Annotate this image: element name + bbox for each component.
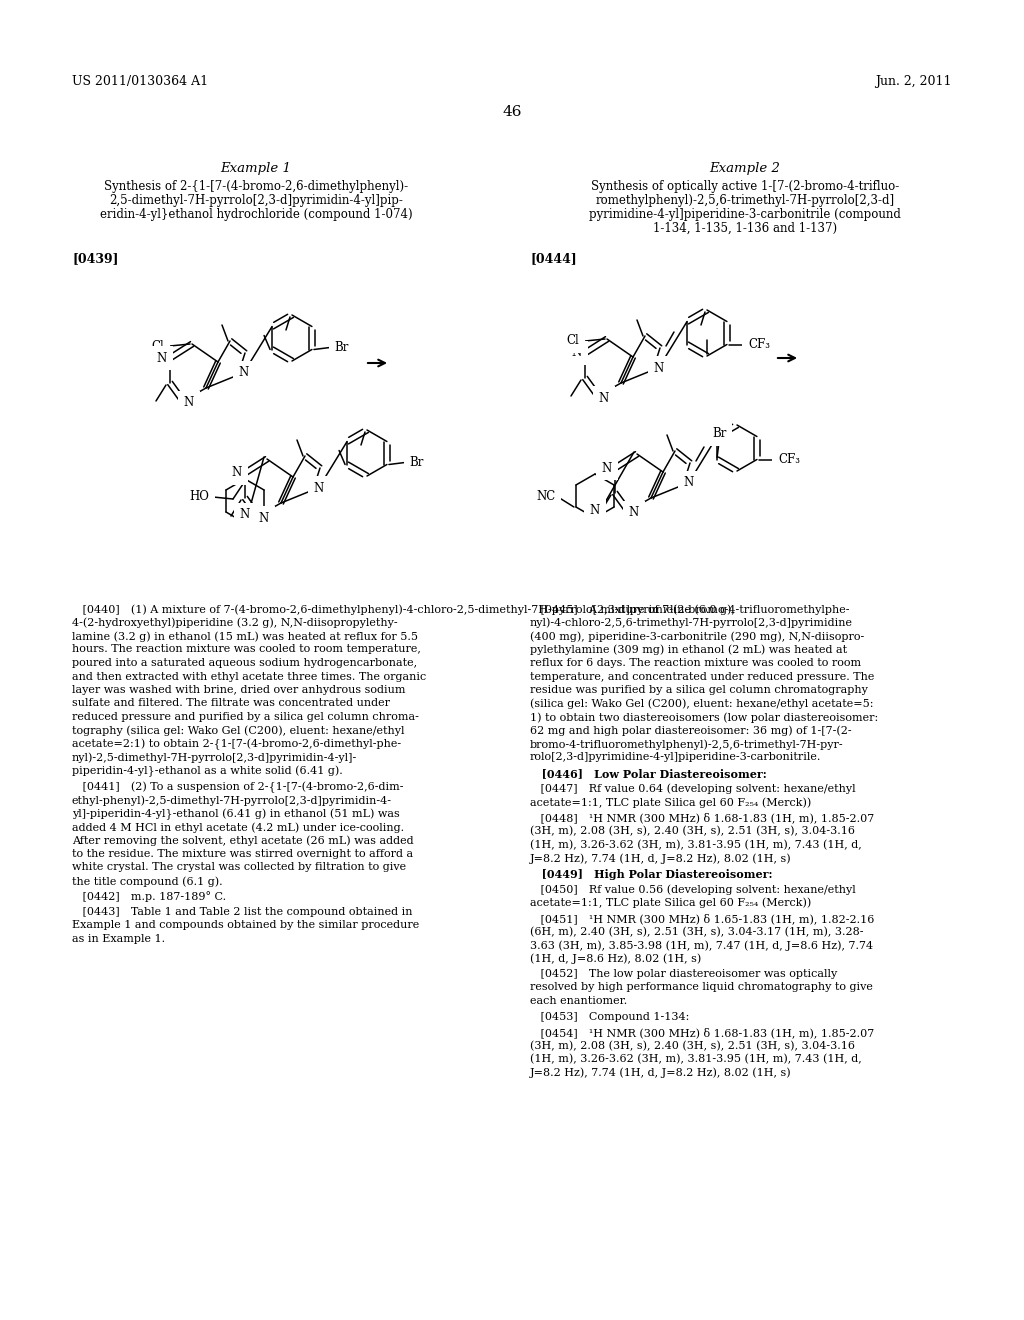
- Text: as in Example 1.: as in Example 1.: [72, 935, 165, 944]
- Text: residue was purified by a silica gel column chromatography: residue was purified by a silica gel col…: [530, 685, 868, 696]
- Text: to the residue. The mixture was stirred overnight to afford a: to the residue. The mixture was stirred …: [72, 849, 413, 859]
- Text: (400 mg), piperidine-3-carbonitrile (290 mg), N,N-diisopro-: (400 mg), piperidine-3-carbonitrile (290…: [530, 631, 864, 642]
- Text: acetate=1:1, TLC plate Silica gel 60 F₂₅₄ (Merck)): acetate=1:1, TLC plate Silica gel 60 F₂₅…: [530, 898, 811, 908]
- Text: [0449] High Polar Diastereoisomer:: [0449] High Polar Diastereoisomer:: [530, 869, 772, 879]
- Text: [0451] ¹H NMR (300 MHz) δ 1.65-1.83 (1H, m), 1.82-2.16: [0451] ¹H NMR (300 MHz) δ 1.65-1.83 (1H,…: [530, 913, 874, 924]
- Text: Synthesis of 2-{1-[7-(4-bromo-2,6-dimethylphenyl)-: Synthesis of 2-{1-[7-(4-bromo-2,6-dimeth…: [104, 180, 408, 193]
- Text: white crystal. The crystal was collected by filtration to give: white crystal. The crystal was collected…: [72, 862, 407, 873]
- Text: (3H, m), 2.08 (3H, s), 2.40 (3H, s), 2.51 (3H, s), 3.04-3.16: (3H, m), 2.08 (3H, s), 2.40 (3H, s), 2.5…: [530, 1040, 855, 1051]
- Text: acetate=2:1) to obtain 2-{1-[7-(4-bromo-2,6-dimethyl-phe-: acetate=2:1) to obtain 2-{1-[7-(4-bromo-…: [72, 739, 401, 750]
- Text: tography (silica gel: Wako Gel (C200), eluent: hexane/ethyl: tography (silica gel: Wako Gel (C200), e…: [72, 726, 404, 737]
- Text: hours. The reaction mixture was cooled to room temperature,: hours. The reaction mixture was cooled t…: [72, 644, 421, 655]
- Text: N: N: [602, 462, 612, 474]
- Text: CF₃: CF₃: [778, 453, 800, 466]
- Text: (1H, m), 3.26-3.62 (3H, m), 3.81-3.95 (1H, m), 7.43 (1H, d,: (1H, m), 3.26-3.62 (3H, m), 3.81-3.95 (1…: [530, 840, 862, 850]
- Text: reflux for 6 days. The reaction mixture was cooled to room: reflux for 6 days. The reaction mixture …: [530, 657, 861, 668]
- Text: piperidin-4-yl}-ethanol as a white solid (6.41 g).: piperidin-4-yl}-ethanol as a white solid…: [72, 766, 343, 777]
- Text: romethylphenyl)-2,5,6-trimethyl-7H-pyrrolo[2,3-d]: romethylphenyl)-2,5,6-trimethyl-7H-pyrro…: [595, 194, 895, 207]
- Text: N: N: [590, 503, 600, 516]
- Text: N: N: [231, 466, 242, 479]
- Text: NC: NC: [537, 491, 556, 503]
- Text: N: N: [314, 482, 325, 495]
- Text: 1-134, 1-135, 1-136 and 1-137): 1-134, 1-135, 1-136 and 1-137): [653, 222, 837, 235]
- Text: N: N: [259, 511, 269, 524]
- Text: Example 1 and compounds obtained by the similar procedure: Example 1 and compounds obtained by the …: [72, 920, 419, 931]
- Text: 3.63 (3H, m), 3.85-3.98 (1H, m), 7.47 (1H, d, J=8.6 Hz), 7.74: 3.63 (3H, m), 3.85-3.98 (1H, m), 7.47 (1…: [530, 940, 873, 950]
- Text: 2,5-dimethyl-7H-pyrrolo[2,3-d]pyrimidin-4-yl]pip-: 2,5-dimethyl-7H-pyrrolo[2,3-d]pyrimidin-…: [110, 194, 402, 207]
- Text: N: N: [599, 392, 609, 404]
- Text: poured into a saturated aqueous sodium hydrogencarbonate,: poured into a saturated aqueous sodium h…: [72, 657, 417, 668]
- Text: N: N: [571, 346, 582, 359]
- Text: [0440] (1) A mixture of 7-(4-bromo-2,6-dimethylphenyl)-4-chloro-2,5-dimethyl-7H-: [0440] (1) A mixture of 7-(4-bromo-2,6-d…: [72, 605, 735, 615]
- Text: Br: Br: [410, 455, 424, 469]
- Text: layer was washed with brine, dried over anhydrous sodium: layer was washed with brine, dried over …: [72, 685, 406, 696]
- Text: N: N: [184, 396, 195, 409]
- Text: Example 1: Example 1: [220, 162, 292, 176]
- Text: J=8.2 Hz), 7.74 (1H, d, J=8.2 Hz), 8.02 (1H, s): J=8.2 Hz), 7.74 (1H, d, J=8.2 Hz), 8.02 …: [530, 853, 792, 863]
- Text: [0444]: [0444]: [530, 252, 577, 265]
- Text: [0454] ¹H NMR (300 MHz) δ 1.68-1.83 (1H, m), 1.85-2.07: [0454] ¹H NMR (300 MHz) δ 1.68-1.83 (1H,…: [530, 1027, 874, 1038]
- Text: pyrimidine-4-yl]piperidine-3-carbonitrile (compound: pyrimidine-4-yl]piperidine-3-carbonitril…: [589, 209, 901, 220]
- Text: Jun. 2, 2011: Jun. 2, 2011: [876, 75, 952, 88]
- Text: (1H, m), 3.26-3.62 (3H, m), 3.81-3.95 (1H, m), 7.43 (1H, d,: (1H, m), 3.26-3.62 (3H, m), 3.81-3.95 (1…: [530, 1053, 862, 1064]
- Text: Cl: Cl: [152, 339, 165, 352]
- Text: (3H, m), 2.08 (3H, s), 2.40 (3H, s), 2.51 (3H, s), 3.04-3.16: (3H, m), 2.08 (3H, s), 2.40 (3H, s), 2.5…: [530, 826, 855, 837]
- Text: sulfate and filtered. The filtrate was concentrated under: sulfate and filtered. The filtrate was c…: [72, 698, 390, 709]
- Text: temperature, and concentrated under reduced pressure. The: temperature, and concentrated under redu…: [530, 672, 874, 681]
- Text: (6H, m), 2.40 (3H, s), 2.51 (3H, s), 3.04-3.17 (1H, m), 3.28-: (6H, m), 2.40 (3H, s), 2.51 (3H, s), 3.0…: [530, 927, 863, 937]
- Text: rolo[2,3-d]pyrimidine-4-yl]piperidine-3-carbonitrile.: rolo[2,3-d]pyrimidine-4-yl]piperidine-3-…: [530, 752, 821, 763]
- Text: 1) to obtain two diastereoisomers (low polar diastereoisomer:: 1) to obtain two diastereoisomers (low p…: [530, 711, 879, 722]
- Text: Br: Br: [335, 341, 349, 354]
- Text: [0450] Rf value 0.56 (developing solvent: hexane/ethyl: [0450] Rf value 0.56 (developing solvent…: [530, 884, 856, 895]
- Text: each enantiomer.: each enantiomer.: [530, 997, 628, 1006]
- Text: 4-(2-hydroxyethyl)piperidine (3.2 g), N,N-diisopropylethy-: 4-(2-hydroxyethyl)piperidine (3.2 g), N,…: [72, 618, 397, 628]
- Text: After removing the solvent, ethyl acetate (26 mL) was added: After removing the solvent, ethyl acetat…: [72, 836, 414, 846]
- Text: 62 mg and high polar diastereoisomer: 36 mg) of 1-[7-(2-: 62 mg and high polar diastereoisomer: 36…: [530, 726, 852, 737]
- Text: Cl: Cl: [566, 334, 580, 347]
- Text: (1H, d, J=8.6 Hz), 8.02 (1H, s): (1H, d, J=8.6 Hz), 8.02 (1H, s): [530, 953, 701, 964]
- Text: the title compound (6.1 g).: the title compound (6.1 g).: [72, 876, 222, 887]
- Text: acetate=1:1, TLC plate Silica gel 60 F₂₅₄ (Merck)): acetate=1:1, TLC plate Silica gel 60 F₂₅…: [530, 797, 811, 808]
- Text: [0452] The low polar diastereoisomer was optically: [0452] The low polar diastereoisomer was…: [530, 969, 838, 979]
- Text: [0441] (2) To a suspension of 2-{1-[7-(4-bromo-2,6-dim-: [0441] (2) To a suspension of 2-{1-[7-(4…: [72, 781, 403, 793]
- Text: HO: HO: [189, 491, 209, 503]
- Text: N: N: [240, 508, 250, 521]
- Text: Synthesis of optically active 1-[7-(2-bromo-4-trifluo-: Synthesis of optically active 1-[7-(2-br…: [591, 180, 899, 193]
- Text: [0442] m.p. 187-189° C.: [0442] m.p. 187-189° C.: [72, 891, 226, 903]
- Text: bromo-4-trifluoromethylphenyl)-2,5,6-trimethyl-7H-pyr-: bromo-4-trifluoromethylphenyl)-2,5,6-tri…: [530, 739, 844, 750]
- Text: lamine (3.2 g) in ethanol (15 mL) was heated at reflux for 5.5: lamine (3.2 g) in ethanol (15 mL) was he…: [72, 631, 418, 642]
- Text: eridin-4-yl}ethanol hydrochloride (compound 1-074): eridin-4-yl}ethanol hydrochloride (compo…: [99, 209, 413, 220]
- Text: N: N: [157, 351, 167, 364]
- Text: yl]-piperidin-4-yl}-ethanol (6.41 g) in ethanol (51 mL) was: yl]-piperidin-4-yl}-ethanol (6.41 g) in …: [72, 808, 399, 820]
- Text: Example 2: Example 2: [710, 162, 780, 176]
- Text: pylethylamine (309 mg) in ethanol (2 mL) was heated at: pylethylamine (309 mg) in ethanol (2 mL)…: [530, 644, 847, 655]
- Text: [0448] ¹H NMR (300 MHz) δ 1.68-1.83 (1H, m), 1.85-2.07: [0448] ¹H NMR (300 MHz) δ 1.68-1.83 (1H,…: [530, 813, 874, 824]
- Text: [0453] Compound 1-134:: [0453] Compound 1-134:: [530, 1011, 689, 1022]
- Text: added 4 M HCl in ethyl acetate (4.2 mL) under ice-cooling.: added 4 M HCl in ethyl acetate (4.2 mL) …: [72, 822, 404, 833]
- Text: and then extracted with ethyl acetate three times. The organic: and then extracted with ethyl acetate th…: [72, 672, 426, 681]
- Text: N: N: [654, 362, 665, 375]
- Text: resolved by high performance liquid chromatography to give: resolved by high performance liquid chro…: [530, 982, 872, 993]
- Text: (silica gel: Wako Gel (C200), eluent: hexane/ethyl acetate=5:: (silica gel: Wako Gel (C200), eluent: he…: [530, 698, 873, 709]
- Text: [0439]: [0439]: [72, 252, 119, 265]
- Text: ethyl-phenyl)-2,5-dimethyl-7H-pyrrolo[2,3-d]pyrimidin-4-: ethyl-phenyl)-2,5-dimethyl-7H-pyrrolo[2,…: [72, 795, 392, 805]
- Text: nyl)-2,5-dimethyl-7H-pyrrolo[2,3-d]pyrimidin-4-yl]-: nyl)-2,5-dimethyl-7H-pyrrolo[2,3-d]pyrim…: [72, 752, 357, 763]
- Text: 46: 46: [502, 106, 522, 119]
- Text: [0447] Rf value 0.64 (developing solvent: hexane/ethyl: [0447] Rf value 0.64 (developing solvent…: [530, 784, 856, 795]
- Text: N: N: [684, 477, 694, 490]
- Text: N: N: [629, 507, 639, 520]
- Text: nyl)-4-chloro-2,5,6-trimethyl-7H-pyrrolo[2,3-d]pyrimidine: nyl)-4-chloro-2,5,6-trimethyl-7H-pyrrolo…: [530, 618, 853, 628]
- Text: Br: Br: [712, 426, 726, 440]
- Text: CF₃: CF₃: [748, 338, 770, 351]
- Text: reduced pressure and purified by a silica gel column chroma-: reduced pressure and purified by a silic…: [72, 711, 419, 722]
- Text: [0443] Table 1 and Table 2 list the compound obtained in: [0443] Table 1 and Table 2 list the comp…: [72, 907, 413, 917]
- Text: J=8.2 Hz), 7.74 (1H, d, J=8.2 Hz), 8.02 (1H, s): J=8.2 Hz), 7.74 (1H, d, J=8.2 Hz), 8.02 …: [530, 1068, 792, 1078]
- Text: N: N: [239, 367, 249, 380]
- Text: US 2011/0130364 A1: US 2011/0130364 A1: [72, 75, 208, 88]
- Text: [0445] A mixture of 7-(2-bromo-4-trifluoromethylphe-: [0445] A mixture of 7-(2-bromo-4-trifluo…: [530, 605, 850, 615]
- Text: [0446] Low Polar Diastereoisomer:: [0446] Low Polar Diastereoisomer:: [530, 768, 767, 779]
